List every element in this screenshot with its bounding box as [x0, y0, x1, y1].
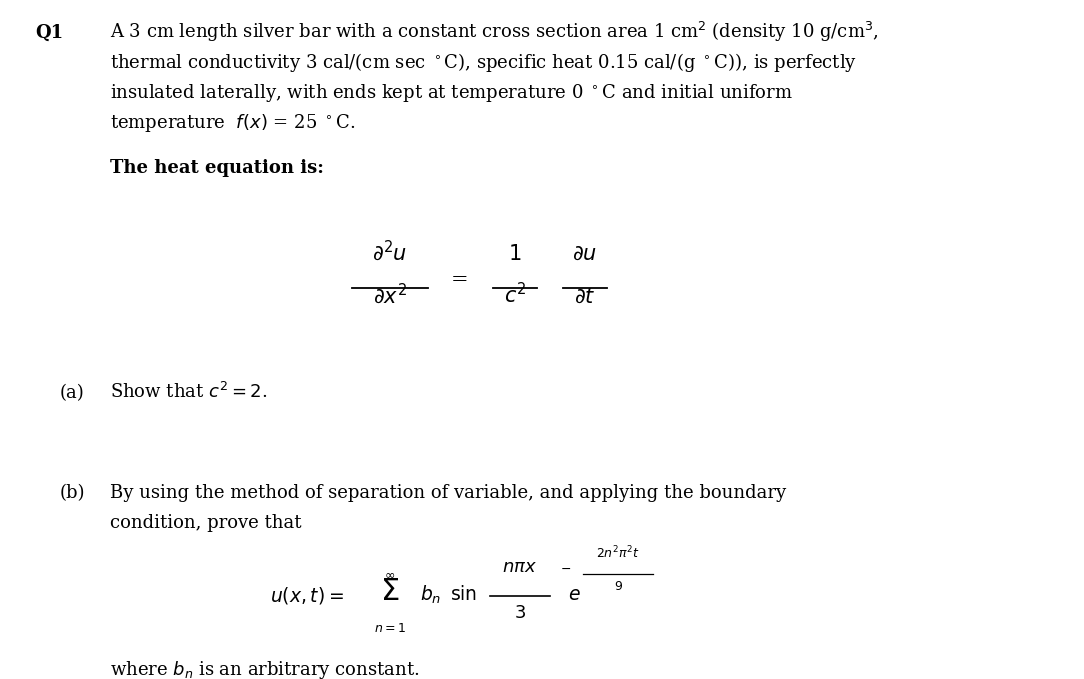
Text: $n=1$: $n=1$ — [374, 622, 406, 635]
Text: $\sin$: $\sin$ — [450, 585, 477, 604]
Text: $b_n$: $b_n$ — [420, 584, 441, 606]
Text: $\partial u$: $\partial u$ — [572, 245, 597, 264]
Text: $2n^2\pi^2 t$: $2n^2\pi^2 t$ — [596, 545, 640, 561]
Text: where $b_n$ is an arbitrary constant.: where $b_n$ is an arbitrary constant. — [109, 659, 420, 679]
Text: (b): (b) — [60, 484, 86, 502]
Text: $3$: $3$ — [514, 604, 526, 622]
Text: $\partial^2 u$: $\partial^2 u$ — [373, 240, 408, 264]
Text: condition, prove that: condition, prove that — [109, 514, 301, 532]
Text: $\partial x^2$: $\partial x^2$ — [373, 282, 406, 307]
Text: $-$: $-$ — [560, 562, 571, 575]
Text: $9$: $9$ — [614, 580, 622, 593]
Text: (a): (a) — [60, 384, 85, 402]
Text: By using the method of separation of variable, and applying the boundary: By using the method of separation of var… — [109, 484, 786, 502]
Text: $1$: $1$ — [508, 244, 521, 264]
Text: =: = — [451, 270, 468, 289]
Text: $u(x,t) = $: $u(x,t) = $ — [270, 585, 344, 606]
Text: $c^2$: $c^2$ — [504, 282, 526, 307]
Text: insulated laterally, with ends kept at temperature 0 $^\circ$C and initial unifo: insulated laterally, with ends kept at t… — [109, 82, 792, 104]
Text: thermal conductivity 3 cal/(cm sec $^\circ$C), specific heat 0.15 cal/(g $^\circ: thermal conductivity 3 cal/(cm sec $^\ci… — [109, 51, 857, 74]
Text: $n\pi x$: $n\pi x$ — [503, 558, 538, 576]
Text: $\Sigma$: $\Sigma$ — [380, 576, 400, 608]
Text: The heat equation is:: The heat equation is: — [109, 159, 324, 177]
Text: temperature  $f(x)$ = 25 $^\circ$C.: temperature $f(x)$ = 25 $^\circ$C. — [109, 112, 356, 134]
Text: Q1: Q1 — [35, 24, 63, 42]
Text: $\partial t$: $\partial t$ — [575, 288, 596, 307]
Text: Show that $c^2 = 2$.: Show that $c^2 = 2$. — [109, 382, 268, 402]
Text: $\infty$: $\infty$ — [385, 568, 396, 581]
Text: $e$: $e$ — [568, 586, 581, 604]
Text: A 3 cm length silver bar with a constant cross section area 1 cm$^2$ (density 10: A 3 cm length silver bar with a constant… — [109, 20, 879, 44]
